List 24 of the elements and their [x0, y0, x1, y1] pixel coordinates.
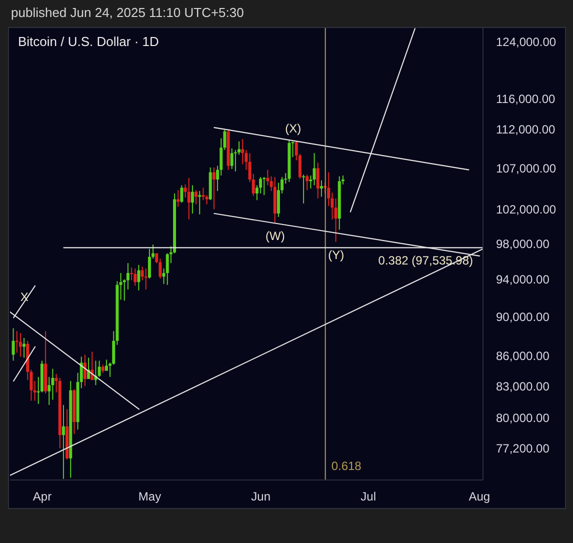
annotation: X — [20, 290, 28, 304]
y-tick-label: 116,000.00 — [496, 92, 556, 106]
chart-subtitle: published Jun 24, 2025 11:10 UTC+5:30 — [11, 5, 244, 20]
x-tick-label: Jun — [251, 490, 271, 504]
y-tick-label: 124,000.00 — [496, 34, 556, 49]
text: Bitcoin / U.S. Dollar · 1D — [18, 34, 159, 49]
y-tick-label: 102,000.00 — [496, 202, 556, 217]
y-tick-label: 77,200.00 — [496, 442, 550, 456]
x-tick-label: Aug — [468, 490, 490, 504]
y-tick-label: 86,000.00 — [496, 348, 550, 363]
annotation: (X) — [285, 121, 302, 136]
x-tick-label: May — [138, 490, 162, 504]
annotation: (W) — [266, 228, 285, 243]
x-tick-label: Jul — [360, 490, 376, 504]
y-tick-label: 98,000.00 — [496, 236, 550, 251]
y-tick-label: 94,000.00 — [496, 272, 550, 287]
y-tick-label: 80,000.00 — [496, 410, 550, 425]
ref-line-label: 0.618 — [331, 459, 362, 473]
y-tick-label: 107,000.00 — [496, 162, 556, 176]
y-tick-label: 83,000.00 — [496, 379, 550, 394]
y-tick-label: 112,000.00 — [496, 122, 556, 136]
y-tick-label: 90,000.00 — [496, 310, 550, 324]
x-tick-label: Apr — [32, 490, 52, 504]
annotation: (Y) — [328, 248, 344, 262]
